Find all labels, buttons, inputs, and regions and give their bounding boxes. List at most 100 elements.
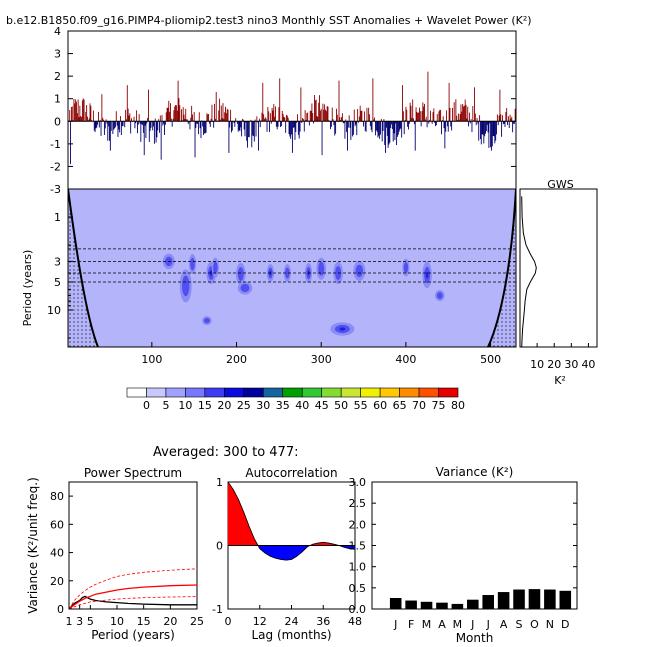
x-tick-label: 10 [110,615,124,628]
x-tick-label: 48 [348,615,362,628]
wavelet-frame [67,188,517,348]
colorbar: 0 5 10 15 20 25 30 35 40 45 50 55 60 65 70 75 80 [126,387,465,412]
autocorrelation-line [227,481,356,561]
x-tick-label: 15 [137,615,151,628]
variance-bar [405,600,417,609]
colorbar-label: 45 [315,399,329,412]
variance-bar [513,589,525,609]
red-noise-line [68,568,198,610]
colorbar-swatch [224,387,245,398]
variance-frame [371,481,578,610]
red-noise-line [68,584,198,610]
y-tick-label: -1 [212,603,223,616]
gws-x-tick-label: 20 [547,358,561,371]
y-tick-label: 0 [57,603,64,616]
month-label: O [530,618,539,631]
month-label: N [546,618,554,631]
power-contour [240,283,250,293]
timeseries-panel: -3 -2 -1 0 1 2 3 4 [50,25,517,196]
x-tick-label: 300 [311,353,332,366]
x-tick-label: 0 [225,615,232,628]
month-label: M [453,618,463,631]
month-label: M [422,618,432,631]
variance-bar [436,602,448,609]
colorbar-swatch [282,387,303,398]
variance-bar [528,589,541,609]
variance-bar [420,601,433,609]
y-tick-label: 1.0 [349,561,367,574]
negative-correlation-area [280,545,287,561]
colorbar-label: 40 [295,399,309,412]
x-tick-label: 3 [76,615,83,628]
variance-bar [482,595,494,609]
power-contour [339,327,346,331]
x-tick-label: 36 [316,615,330,628]
month-label: D [561,618,569,631]
gws-x-tick-label: 10 [530,358,544,371]
month-label: A [438,618,446,631]
cone-of-influence-left [68,189,98,347]
y-tick-label: 2.5 [349,497,367,510]
month-label: S [516,618,523,631]
power-contour [285,267,290,279]
power-contour [436,292,443,300]
averaged-label: Averaged: 300 to 477: [153,445,298,460]
power-contour [425,271,429,279]
power-contour [355,264,364,278]
power-spectrum-title: Power Spectrum [84,466,182,480]
power-contour [181,275,190,297]
power-spectrum-frame [68,481,198,610]
positive-correlation-area [227,481,234,546]
power-contour [209,270,213,276]
variance-bar [544,589,556,609]
y-tick-label: 60 [50,518,64,531]
y-tick-label: 0 [54,115,61,128]
y-tick-label: 0.0 [349,603,367,616]
y-tick-label: 2 [54,70,61,83]
power-contour [237,267,244,281]
power-contour [403,262,409,274]
colorbar-swatch [340,387,361,398]
colorbar-swatch [243,387,264,398]
variance-x-axis-label: Month [456,631,494,645]
x-tick-label: 500 [480,353,501,366]
colorbar-label: 0 [143,399,150,412]
x-tick-label: 20 [163,615,177,628]
colorbar-swatch [418,387,439,398]
y-tick-label: 0.5 [349,582,367,595]
y-tick-label: 1 [54,211,61,224]
month-label: J [393,618,397,631]
colorbar-label: 60 [373,399,387,412]
coi-line-left [68,189,99,347]
power-contour [213,261,218,274]
colorbar-label: 50 [334,399,348,412]
colorbar-swatch [438,387,459,398]
negative-correlation-area [275,545,282,560]
variance-panel: J F M A M J J A S O N D0.00.51.01.52.02.53.0Varianc… [349,465,578,645]
colorbar-swatch [262,387,284,398]
y-tick-label: -2 [50,160,61,173]
gws-panel: GWS 10 20 30 40 K² [519,178,598,387]
y-tick-label: -3 [50,183,61,196]
colorbar-label: 25 [237,399,251,412]
red-noise-line [68,596,198,610]
power-spectrum-x-axis-label: Period (years) [91,628,175,642]
x-tick-label: 200 [226,353,247,366]
colorbar-label: 35 [276,399,290,412]
cone-of-influence-right [488,189,516,347]
autocorrelation-title: Autocorrelation [245,466,337,480]
variance-bar [451,603,464,609]
colorbar-swatch [126,387,147,398]
y-tick-label: 80 [50,490,64,503]
month-label: F [408,618,414,631]
y-tick-label: 3.0 [349,476,367,489]
month-label: A [500,618,508,631]
variance-bar [497,592,510,609]
y-tick-label: 3 [54,255,61,268]
y-tick-label: 1 [54,93,61,106]
colorbar-label: 65 [393,399,407,412]
gws-x-tick-label: 30 [564,358,578,371]
x-tick-label: 24 [285,615,299,628]
wavelet-background [68,189,516,347]
